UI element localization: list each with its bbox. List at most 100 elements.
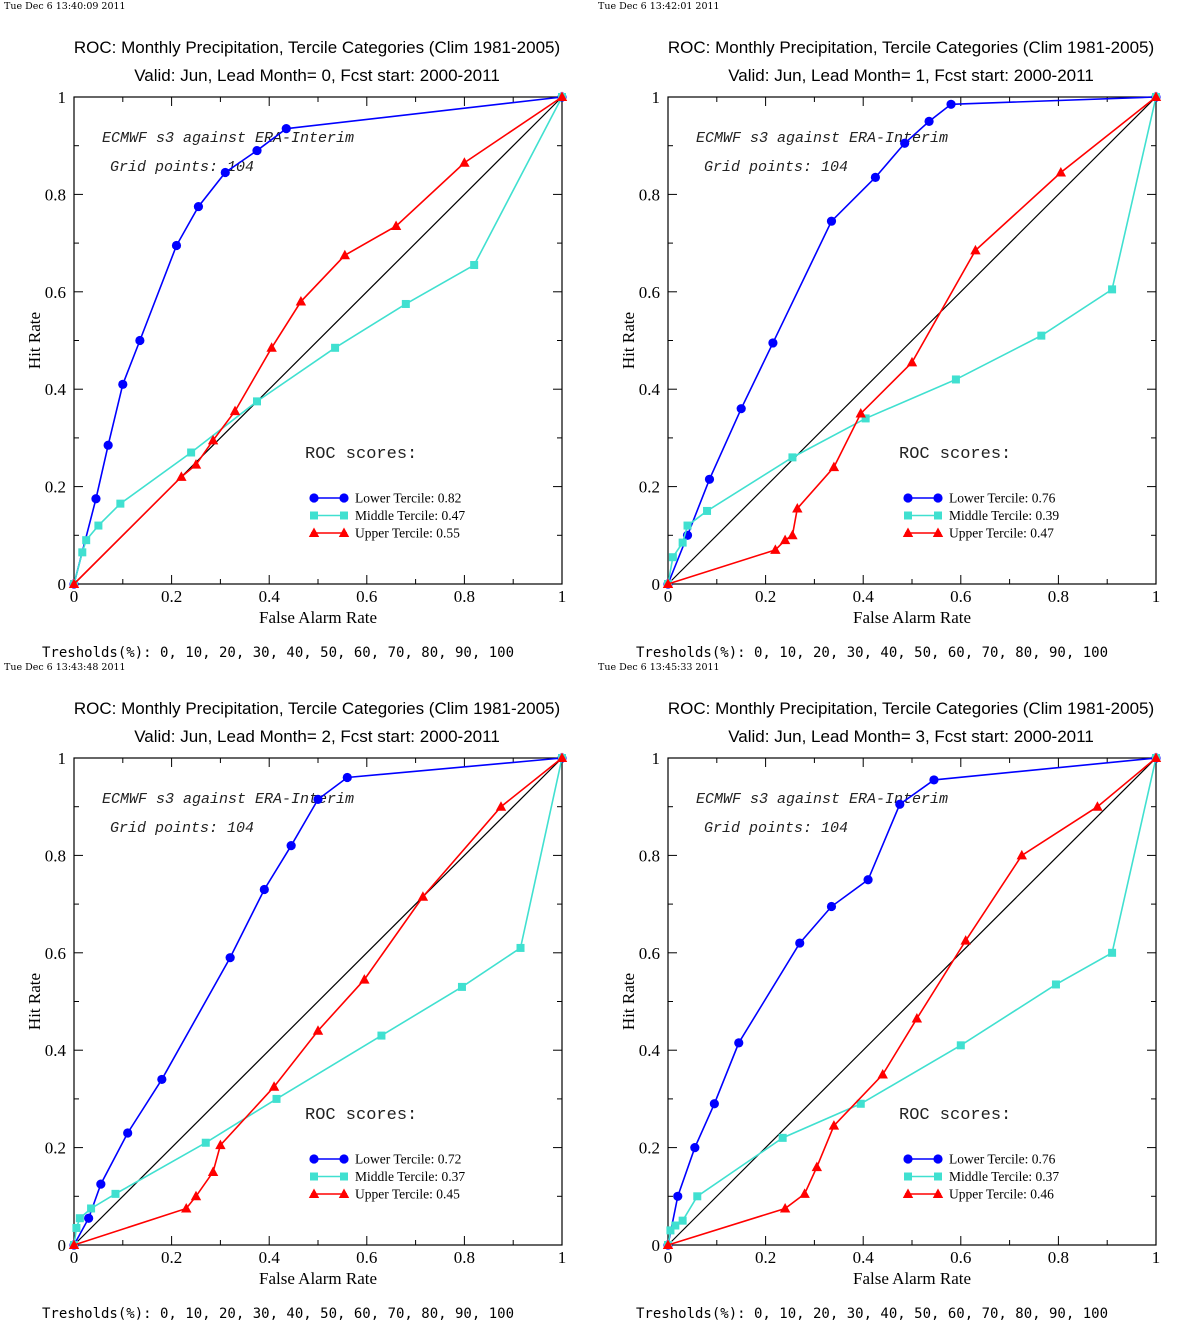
legend-marker xyxy=(933,493,943,503)
circle-point xyxy=(96,1179,106,1189)
square-point xyxy=(272,1094,281,1103)
series-upper-tercile xyxy=(662,91,1162,588)
triangle-point xyxy=(207,1166,219,1176)
y-tick-label: 1 xyxy=(58,88,67,107)
square-point xyxy=(703,506,712,515)
x-tick-label: 0.4 xyxy=(853,1248,875,1267)
roc-panel-3: Tue Dec 6 13:45:33 2011 ROC: Monthly Prec… xyxy=(598,662,1162,1322)
triangle-point xyxy=(792,503,803,513)
square-point xyxy=(377,1031,386,1040)
x-tick-label: 0 xyxy=(664,1248,673,1267)
y-axis-label: Hit Rate xyxy=(619,973,638,1030)
y-tick-label: 0.6 xyxy=(45,944,66,963)
y-tick-label: 0.6 xyxy=(639,283,660,302)
square-point xyxy=(1051,980,1060,989)
square-point xyxy=(72,1223,81,1232)
circle-point xyxy=(709,1099,719,1109)
y-tick-label: 0 xyxy=(58,575,67,594)
circle-point xyxy=(123,1128,133,1138)
triangle-point xyxy=(459,157,470,167)
triangle-point xyxy=(779,534,791,545)
circle-point xyxy=(252,145,262,156)
circle-point xyxy=(734,1038,744,1048)
circle-point xyxy=(673,1191,683,1201)
y-tick-label: 0 xyxy=(58,1236,67,1255)
triangle-point xyxy=(495,801,507,811)
square-point xyxy=(1108,285,1117,294)
triangle-point xyxy=(811,1161,823,1172)
legend: Lower Tercile: 0.82 Middle Tercile: 0.47 U… xyxy=(308,491,465,541)
triangle-point xyxy=(828,461,840,472)
square-point xyxy=(951,375,960,384)
circle-point xyxy=(220,167,230,178)
circle-point xyxy=(313,794,323,804)
triangle-point xyxy=(787,529,798,540)
square-point xyxy=(861,414,870,423)
y-tick-label: 0.4 xyxy=(45,1041,67,1060)
legend-marker xyxy=(339,1154,349,1164)
triangle-point xyxy=(1016,849,1027,860)
y-tick-label: 1 xyxy=(652,749,661,768)
grid-points-note: Grid points: 104 xyxy=(110,820,254,837)
square-point xyxy=(470,261,479,270)
triangle-point xyxy=(911,1013,923,1023)
thresholds-label: Tresholds(%): 0, 10, 20, 30, 40, 50, 60,… xyxy=(636,645,1108,661)
x-tick-label: 0.8 xyxy=(454,587,475,606)
y-tick-label: 0.4 xyxy=(45,380,67,399)
roc-panel-0: Tue Dec 6 13:40:09 2011 ROC: Monthly Prec… xyxy=(4,1,568,661)
square-point xyxy=(1108,948,1117,957)
chart-subtitle: Valid: Jun, Lead Month= 0, Fcst start: 2… xyxy=(134,66,500,85)
legend-entry: Lower Tercile: 0.82 xyxy=(355,491,461,506)
timestamp: Tue Dec 6 13:45:33 2011 xyxy=(598,662,720,673)
square-point xyxy=(78,548,87,557)
triangle-point xyxy=(556,752,568,762)
circle-point xyxy=(826,901,837,912)
series-upper-tercile xyxy=(662,752,1162,1249)
y-tick-label: 0.2 xyxy=(639,1139,660,1158)
triangle-point xyxy=(828,1120,840,1130)
legend-marker xyxy=(934,1172,942,1181)
triangle-point xyxy=(1150,752,1162,762)
legend-marker xyxy=(340,511,348,520)
legend-entry: Upper Tercile: 0.46 xyxy=(949,1187,1054,1202)
legend: Lower Tercile: 0.76 Middle Tercile: 0.39 U… xyxy=(902,491,1059,541)
triangle-point xyxy=(799,1188,810,1198)
y-tick-label: 0.8 xyxy=(639,185,660,204)
legend-marker xyxy=(933,1154,943,1164)
grid-points-note: Grid points: 104 xyxy=(704,159,848,176)
triangle-point xyxy=(877,1069,888,1079)
square-point xyxy=(401,299,410,308)
legend-entry: Lower Tercile: 0.76 xyxy=(949,1152,1056,1167)
x-axis-label: False Alarm Rate xyxy=(853,608,971,627)
x-axis-label: False Alarm Rate xyxy=(853,1269,971,1288)
square-point xyxy=(116,499,125,508)
x-tick-label: 0.2 xyxy=(161,587,182,606)
circle-point xyxy=(946,99,956,109)
legend-entry: Middle Tercile: 0.39 xyxy=(949,508,1059,523)
no-skill-diagonal xyxy=(73,757,563,1246)
chart-title: ROC: Monthly Precipitation, Tercile Cate… xyxy=(74,38,560,57)
model-note: ECMWF s3 against ERA-Interim xyxy=(696,791,948,808)
y-axis-label: Hit Rate xyxy=(25,973,44,1030)
roc-panel-2: Tue Dec 6 13:43:48 2011 ROC: Monthly Prec… xyxy=(4,662,568,1322)
x-tick-label: 0 xyxy=(70,1248,79,1267)
x-tick-label: 0 xyxy=(664,587,673,606)
y-axis-label: Hit Rate xyxy=(25,312,44,369)
triangle-point xyxy=(662,1239,674,1249)
no-skill-diagonal xyxy=(667,757,1157,1246)
y-tick-label: 0.8 xyxy=(45,185,66,204)
thresholds-label: Tresholds(%): 0, 10, 20, 30, 40, 50, 60,… xyxy=(42,1306,514,1322)
x-tick-label: 0.6 xyxy=(950,587,971,606)
triangle-point xyxy=(68,578,80,588)
timestamp: Tue Dec 6 13:42:01 2011 xyxy=(598,1,720,12)
x-tick-label: 0 xyxy=(70,587,79,606)
x-tick-label: 0.6 xyxy=(356,1248,377,1267)
chart-title: ROC: Monthly Precipitation, Tercile Cate… xyxy=(668,699,1154,718)
x-tick-label: 0.2 xyxy=(755,1248,776,1267)
circle-point xyxy=(281,124,291,134)
square-point xyxy=(75,1214,84,1223)
circle-point xyxy=(171,240,182,251)
x-tick-label: 0.2 xyxy=(755,587,776,606)
square-point xyxy=(82,536,91,545)
